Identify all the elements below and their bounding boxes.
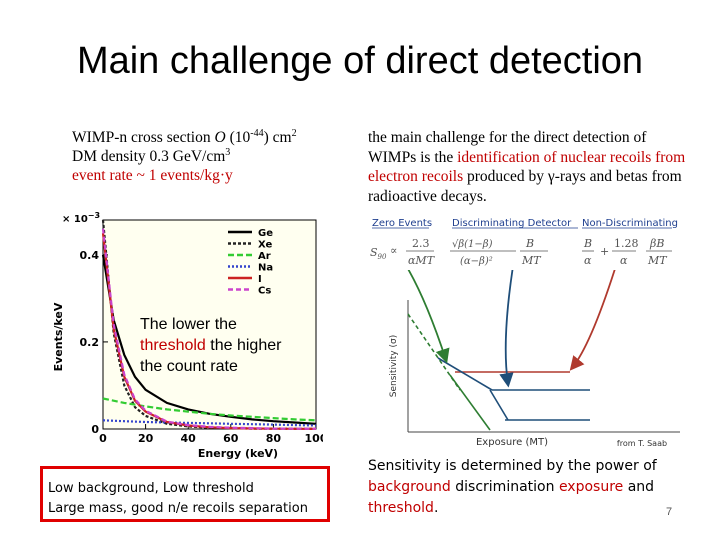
x-tick-label: 40 (181, 432, 197, 445)
discriminating-header: Discriminating Detector (452, 218, 572, 229)
event-rate-chart: × 10−3 Events/keV Energy (keV) 0 20 40 60 80… (52, 212, 323, 460)
f3-b-denominator: α (620, 254, 628, 267)
right-info-highlight: identification of nuclear recoils from e… (368, 148, 686, 186)
f2-denominator: (α−β)² (460, 256, 493, 267)
x-tick-label: 100 (305, 432, 323, 445)
series-line-ge (101, 254, 317, 425)
sensitivity-note-a: Sensitivity is determined by the power o… (368, 458, 657, 474)
f1-numerator: 2.3 (412, 237, 430, 250)
left-info-block: WIMP-n cross section O (10-44) cm2 DM de… (72, 128, 362, 185)
order-symbol: O (214, 129, 226, 146)
right-info-text-b: produced by γ-rays and betas from radioa… (368, 168, 682, 205)
series-line-cs (101, 228, 317, 430)
sensitivity-note-b: discrimination (450, 479, 559, 495)
x-tick-label: 0 (99, 432, 107, 445)
legend-label-xe: Xe (258, 240, 272, 251)
series-line-xe (101, 219, 317, 430)
sensitivity-formulas: Zero Events Discriminating Detector Non-… (370, 218, 678, 267)
sensitivity-plot: Sensitivity (σ) Exposure (MT) from T. Sa… (389, 270, 680, 448)
cross-section-exponent: -44 (250, 127, 264, 139)
plot-frame (102, 219, 317, 430)
requirements-line2: Large mass, good n/e recoils separation (48, 501, 308, 516)
sens-y-label: Sensitivity (σ) (389, 335, 399, 397)
cross-section-base: (10 (225, 129, 251, 146)
x-tick-label: 60 (223, 432, 239, 445)
discriminating-arrow (499, 270, 514, 388)
page-number: 7 (666, 506, 673, 518)
dm-density-line: DM density 0.3 GeV/cm3 (72, 147, 362, 166)
y-multiplier: × 10−3 (62, 212, 100, 225)
zero-events-line (449, 374, 491, 431)
sens-x-label: Exposure (MT) (476, 437, 548, 448)
zero-events-header: Zero Events (372, 218, 432, 229)
requirements-line1: Low background, Low threshold (48, 481, 254, 496)
legend-label-i: I (258, 274, 262, 285)
non-discriminating-arrow (569, 270, 616, 371)
requirements-box: Low background, Low threshold Large mass… (40, 466, 330, 522)
series-line-na (102, 419, 317, 427)
sensitivity-note-background: background (368, 479, 451, 495)
legend-label-na: Na (258, 263, 273, 274)
f1-denominator: αMT (408, 254, 436, 267)
legend-label-ar: Ar (258, 251, 271, 262)
f2-right-numerator: B (525, 237, 534, 250)
right-info-text-a: the main challenge for the direct detect… (368, 129, 647, 166)
slide-title: Main challenge of direct detection (76, 40, 644, 82)
sensitivity-note: Sensitivity is determined by the power o… (368, 456, 688, 519)
cross-section-unit: ) cm (263, 129, 292, 146)
threshold-note-line2: the higher (205, 337, 282, 354)
y-tick-label: 0.2 (80, 336, 100, 349)
zero-events-arrow (407, 270, 450, 364)
f3-c-denominator: MT (647, 254, 668, 267)
threshold-note-line3: the count rate (140, 358, 238, 375)
f3-b-numerator: 1.28 (614, 237, 639, 250)
legend-label-ge: Ge (258, 228, 273, 239)
y-tick-label: 0.4 (80, 249, 100, 262)
f3-a-numerator: B (583, 237, 592, 250)
f2-right-denominator: MT (521, 254, 542, 267)
y-axis-label: Events/keV (52, 302, 65, 371)
event-rate-line: event rate ~ 1 events/kg·y (72, 167, 233, 184)
f3-c-numerator: βB (649, 237, 664, 250)
s90-symbol: S90 (370, 246, 387, 261)
f2-numerator: √β(1−β) (452, 239, 493, 250)
dm-density-text: DM density 0.3 GeV/cm (72, 148, 226, 165)
non-discriminating-header: Non-Discriminating (582, 218, 678, 229)
y-tick-label: 0 (91, 423, 99, 436)
x-axis-label: Energy (keV) (198, 447, 278, 460)
dm-density-exponent: 3 (225, 146, 231, 158)
sensitivity-note-threshold: threshold (368, 500, 434, 516)
right-info-block: the main challenge for the direct detect… (368, 128, 698, 206)
sensitivity-note-e: . (433, 500, 439, 516)
cross-section-label: WIMP-n cross section (72, 129, 215, 146)
cross-section-line: WIMP-n cross section O (10-44) cm2 (72, 128, 362, 147)
credit-text: from T. Saab (617, 439, 667, 448)
discriminating-line-step (489, 389, 509, 421)
sensitivity-note-exposure: exposure (558, 479, 624, 495)
f3-a-denominator: α (584, 254, 592, 267)
legend-label-cs: Cs (258, 286, 271, 297)
x-tick-label: 80 (266, 432, 282, 445)
x-tick-label: 20 (138, 432, 154, 445)
threshold-note: The lower the threshold the higher the c… (140, 314, 320, 377)
propto-symbol: ∝ (390, 244, 397, 257)
sensitivity-note-c: and (623, 479, 655, 495)
cm-exponent: 2 (291, 127, 297, 139)
threshold-note-line1: The lower the (140, 316, 237, 333)
discriminating-line-slope (437, 357, 493, 391)
zero-events-line-dashed (407, 313, 461, 391)
threshold-note-highlight: threshold (140, 337, 206, 354)
plus-sign: + (600, 245, 609, 258)
